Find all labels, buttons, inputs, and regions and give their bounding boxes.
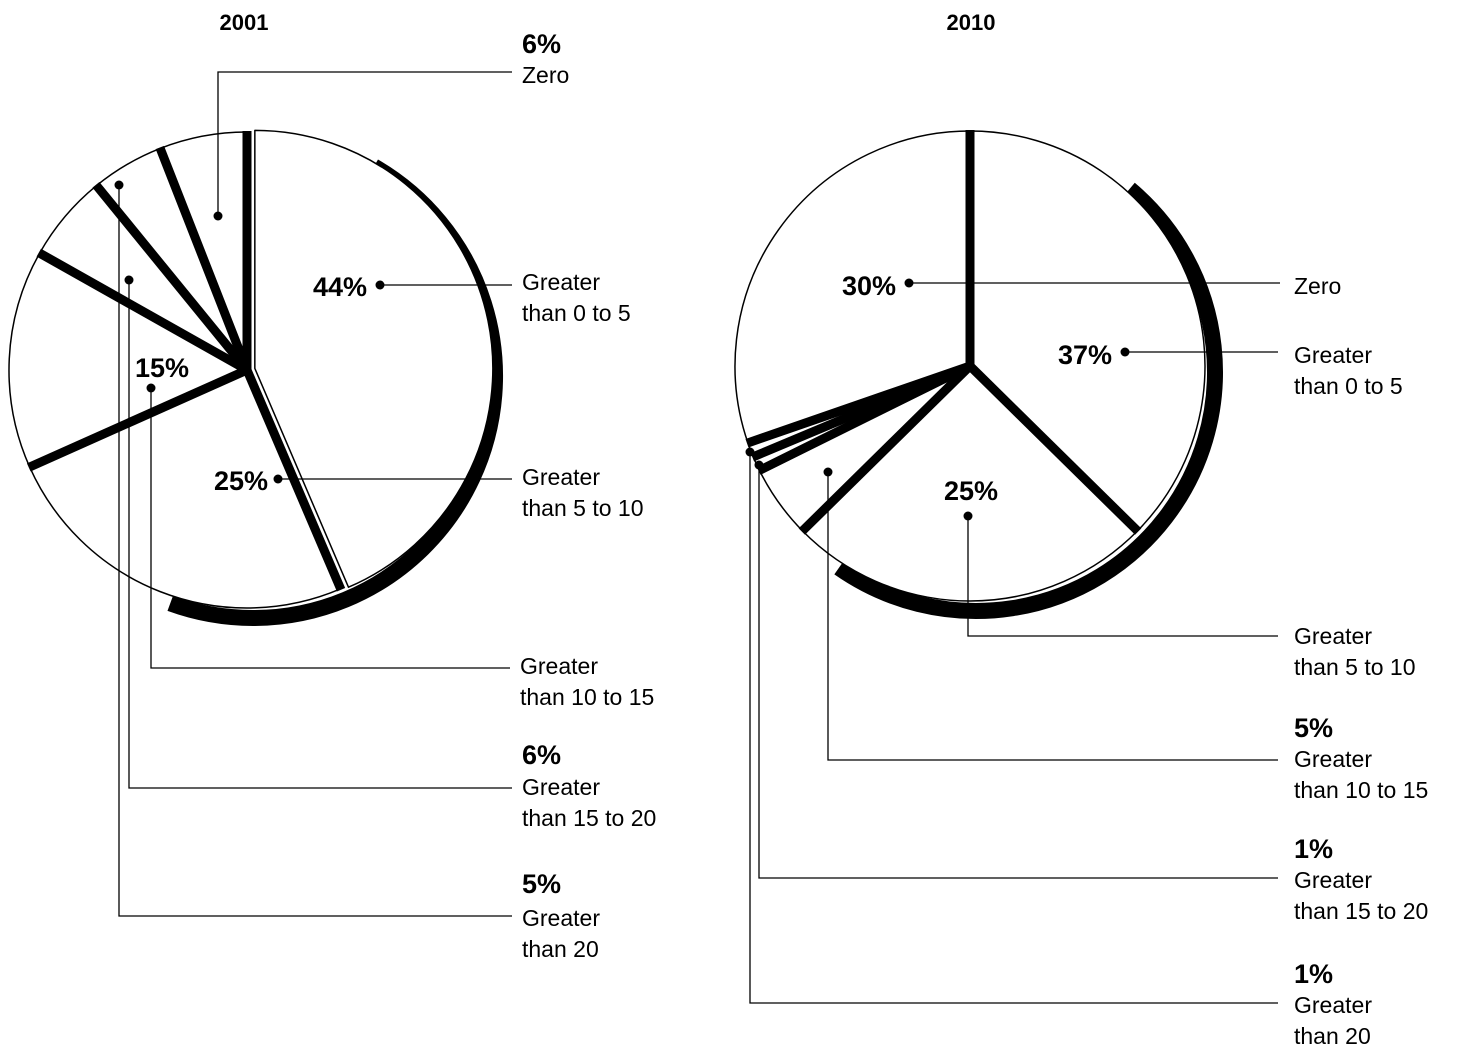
category-label-2010-greater-than-10-to-15: Greater than 10 to 15 <box>1294 746 1428 803</box>
pie-slice-2010-greater-than-5-to-10 <box>801 365 1139 602</box>
value-label-2010-greater-than-5-to-10: 25% <box>944 476 998 506</box>
value-label-2001-greater-than-15-to-20: 6% <box>522 740 561 770</box>
category-label-2010-zero: Zero <box>1294 273 1341 299</box>
slice-divider-2001-zero <box>155 145 252 372</box>
category-label-line-2010-greater-than-10-to-15-0: Greater <box>1294 746 1372 772</box>
slice-divider-2010-zero <box>745 361 972 448</box>
callout-line-2010-greater-than-5-to-10 <box>967 516 1278 637</box>
slice-divider-2001-greater-than-15-to-20 <box>36 248 250 374</box>
category-label-line-2010-greater-than-15-to-20-1: than 15 to 20 <box>1294 898 1428 924</box>
pie-slice-2001-greater-than-10-to-15 <box>8 252 248 468</box>
category-label-line-2010-greater-than-5-to-10-0: Greater <box>1294 623 1372 649</box>
category-label-line-2001-greater-than-20-0: Greater <box>522 905 600 931</box>
category-label-line-2010-zero-0: Zero <box>1294 273 1341 299</box>
value-label-2010-greater-than-15-to-20: 1% <box>1294 834 1333 864</box>
slice-divider-2001-greater-than-10-to-15 <box>26 365 249 472</box>
pie-slice-2001-greater-than-0-to-5 <box>254 129 494 588</box>
category-label-2001-greater-than-20: Greater than 20 <box>522 905 600 962</box>
slice-divider-2010-greater-than-10-to-15 <box>798 362 974 535</box>
category-label-2001-greater-than-10-to-15: Greater than 10 to 15 <box>520 653 654 710</box>
pie-shadow-2010 <box>834 182 1223 619</box>
category-label-line-2010-greater-than-20-0: Greater <box>1294 992 1372 1018</box>
slice-divider-2001-greater-than-20 <box>92 181 251 373</box>
pie-slice-2001-greater-than-5-to-10 <box>28 369 342 609</box>
chart-title-2001: 2001 <box>220 10 269 35</box>
value-label-2001-zero: 6% <box>522 29 561 59</box>
category-label-line-2001-greater-than-5-to-10-1: than 5 to 10 <box>522 495 644 521</box>
category-label-2010-greater-than-0-to-5: Greater than 0 to 5 <box>1294 342 1403 399</box>
category-label-2010-greater-than-15-to-20: Greater than 15 to 20 <box>1294 867 1428 924</box>
category-label-line-2010-greater-than-10-to-15-1: than 10 to 15 <box>1294 777 1428 803</box>
value-label-2001-greater-than-5-to-10: 25% <box>214 466 268 496</box>
callout-line-2010-greater-than-10-to-15 <box>827 472 1278 761</box>
value-label-2001-greater-than-10-to-15: 15% <box>135 353 189 383</box>
category-label-line-2010-greater-than-0-to-5-1: than 0 to 5 <box>1294 373 1403 399</box>
category-label-2001-greater-than-15-to-20: Greater than 15 to 20 <box>522 774 656 831</box>
category-label-2001-greater-than-5-to-10: Greater than 5 to 10 <box>522 464 644 521</box>
category-label-line-2010-greater-than-15-to-20-0: Greater <box>1294 867 1372 893</box>
category-label-line-2010-greater-than-20-1: than 20 <box>1294 1023 1371 1048</box>
pie-2010: 2010 37% Greater than 0 to 5 25% Greater than … <box>734 10 1428 1049</box>
pie-slice-2010-greater-than-0-to-5 <box>969 130 1206 532</box>
value-label-2001-greater-than-0-to-5: 44% <box>313 272 367 302</box>
value-label-2010-greater-than-20: 1% <box>1294 959 1333 989</box>
category-label-line-2001-greater-than-10-to-15-0: Greater <box>520 653 598 679</box>
callout-line-2001-greater-than-15-to-20 <box>128 280 512 789</box>
chart-title-2010: 2010 <box>947 10 996 35</box>
value-label-2010-greater-than-0-to-5: 37% <box>1058 340 1112 370</box>
category-label-line-2001-greater-than-10-to-15-1: than 10 to 15 <box>520 684 654 710</box>
category-label-line-2001-greater-than-15-to-20-1: than 15 to 20 <box>522 805 656 831</box>
category-label-line-2001-greater-than-15-to-20-0: Greater <box>522 774 600 800</box>
category-label-2001-greater-than-0-to-5: Greater than 0 to 5 <box>522 269 631 326</box>
callout-line-2010-greater-than-20 <box>749 452 1278 1004</box>
pie-2001: 2001 44% Greater than 0 to 5 25% Greater than … <box>8 10 656 962</box>
category-label-2010-greater-than-20: Greater than 20 <box>1294 992 1372 1048</box>
category-label-line-2001-greater-than-0-to-5-0: Greater <box>522 269 600 295</box>
category-label-line-2001-greater-than-20-1: than 20 <box>522 936 599 962</box>
category-label-2001-zero: Zero <box>522 62 569 88</box>
value-label-2001-greater-than-20: 5% <box>522 869 561 899</box>
category-label-2010-greater-than-5-to-10: Greater than 5 to 10 <box>1294 623 1416 680</box>
slice-divider-2010-greater-than-5-to-10 <box>966 362 1142 535</box>
category-label-line-2001-zero-0: Zero <box>522 62 569 88</box>
category-label-line-2010-greater-than-5-to-10-1: than 5 to 10 <box>1294 654 1416 680</box>
callout-line-2001-greater-than-10-to-15 <box>150 388 510 669</box>
category-label-line-2001-greater-than-0-to-5-1: than 0 to 5 <box>522 300 631 326</box>
value-label-2010-greater-than-10-to-15: 5% <box>1294 713 1333 743</box>
category-label-line-2010-greater-than-0-to-5-0: Greater <box>1294 342 1372 368</box>
callout-line-2001-greater-than-20 <box>118 185 512 917</box>
slice-divider-2001-greater-than-5-to-10 <box>242 368 346 592</box>
callout-line-2001-zero <box>217 71 512 216</box>
pie-slice-2010-zero <box>734 130 971 444</box>
callout-line-2010-greater-than-15-to-20 <box>758 465 1278 879</box>
value-label-2010-zero: 30% <box>842 271 896 301</box>
category-label-line-2001-greater-than-5-to-10-0: Greater <box>522 464 600 490</box>
